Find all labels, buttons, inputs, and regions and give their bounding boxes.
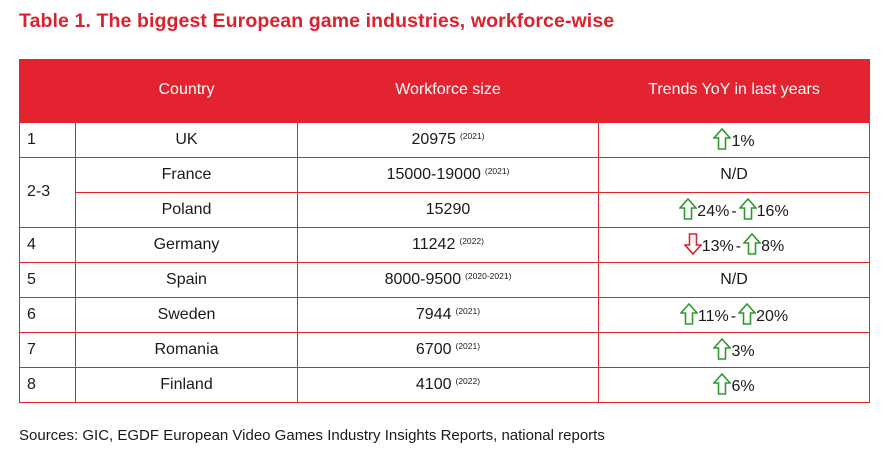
workforce-value: 20975 [411, 130, 456, 148]
rank-cell: 6 [19, 296, 76, 333]
table-row: 4 Germany 11242 (2022) 13% -8% [19, 226, 870, 263]
rank-cell: 2-3 [19, 156, 76, 228]
trend-text: N/D [720, 165, 748, 183]
country-cell: Germany [75, 226, 298, 263]
workforce-cell: 15000-19000 (2021) [297, 156, 599, 193]
trend-cell: N/D [598, 261, 870, 298]
table-row: 7 Romania 6700 (2021) 3% [19, 331, 870, 368]
trend-cell: 24% - 16% [598, 191, 870, 228]
workforce-cell: 15290 [297, 191, 599, 228]
table-row: 1 UK 20975 (2021) 1% [19, 121, 870, 158]
arrow-up-icon [743, 233, 762, 255]
trend-text: N/D [720, 270, 748, 288]
table-row: 2-3 France 15000-19000 (2021) N/D [19, 156, 870, 228]
trend-cell: 3% [598, 331, 870, 368]
header-trends: Trends YoY in last years [598, 59, 870, 122]
country-cell: France [75, 156, 298, 193]
workforce-year: (2022) [459, 235, 484, 246]
arrow-up-icon [679, 198, 698, 220]
trend-value: 24% [697, 203, 730, 220]
header-country: Country [75, 59, 298, 122]
workforce-year: (2020-2021) [465, 270, 512, 281]
rank-cell: 8 [19, 366, 76, 403]
table-row: Poland 15290 24% - 16% [20, 191, 870, 228]
arrow-up-icon [679, 303, 698, 325]
trend-separator: - [731, 203, 737, 220]
table-row: 8 Finland 4100 (2022) 6% [19, 366, 870, 403]
arrow-up-icon [713, 373, 732, 395]
workforce-year: (2021) [455, 340, 481, 351]
workforce-value: 4100 [415, 375, 452, 393]
workforce-year: (2021) [484, 165, 510, 176]
arrow-up-icon [713, 338, 732, 360]
workforce-year: (2021) [459, 130, 485, 141]
trend-value: 16% [756, 203, 789, 220]
table-title: Table 1. The biggest European game indus… [19, 10, 615, 32]
workforce-cell: 6700 (2021) [297, 331, 599, 368]
country-cell: Romania [75, 331, 298, 368]
trend-value: 20% [756, 308, 789, 325]
source-note: Sources: GIC, EGDF European Video Games … [19, 427, 605, 444]
workforce-year: (2021) [455, 305, 481, 316]
trend-value: 6% [731, 378, 755, 395]
rank-cell: 4 [19, 226, 76, 263]
workforce-value: 15290 [425, 200, 471, 218]
trend-value: 8% [761, 238, 785, 255]
arrow-down-icon [683, 233, 702, 255]
trend-cell: 13% - 8% [598, 226, 870, 263]
table-row: 5 Spain 8000-9500 (2020-2021) N/D [19, 261, 870, 298]
rank-cell: 7 [19, 331, 76, 368]
workforce-cell: 7944 (2021) [297, 296, 599, 333]
workforce-value: 8000-9500 [384, 270, 462, 288]
table-row: 6 Sweden 7944 (2021) 11% -20% [19, 296, 870, 333]
workforce-value: 11242 [412, 235, 456, 253]
workforce-year: (2022) [455, 375, 481, 386]
trend-value: 11% [697, 308, 729, 325]
workforce-cell: 11242 (2022) [297, 226, 599, 263]
arrow-up-icon [738, 198, 757, 220]
header-rank [19, 59, 76, 122]
workforce-table: Country Workforce size Trends YoY in las… [19, 59, 870, 403]
workforce-value: 7944 [415, 305, 452, 323]
rank-cell: 1 [19, 121, 76, 158]
arrow-up-icon [738, 303, 757, 325]
trend-separator: - [730, 308, 737, 325]
rank-cell: 5 [19, 261, 76, 298]
trend-cell: 1% [598, 121, 870, 158]
trend-value: 13% [701, 238, 734, 255]
workforce-cell: 4100 (2022) [297, 366, 599, 403]
workforce-value: 15000-19000 [386, 165, 481, 183]
country-cell: Poland [75, 191, 298, 228]
trend-value: 3% [731, 343, 755, 360]
arrow-up-icon [713, 128, 732, 150]
header-workforce: Workforce size [297, 59, 599, 122]
country-cell: Sweden [75, 296, 298, 333]
workforce-cell: 20975 (2021) [297, 121, 599, 158]
table-body: 1 UK 20975 (2021) 1% 2-3 France 15000-19000 (202… [19, 121, 870, 403]
trend-cell: 11% - 20% [598, 296, 870, 333]
country-cell: Spain [75, 261, 298, 298]
trend-cell: N/D [598, 156, 870, 193]
trend-separator: - [735, 238, 742, 255]
table-header-row: Country Workforce size Trends YoY in las… [19, 59, 870, 122]
trend-cell: 6% [598, 366, 870, 403]
workforce-cell: 8000-9500 (2020-2021) [297, 261, 599, 298]
workforce-value: 6700 [415, 340, 452, 358]
country-cell: Finland [75, 366, 298, 403]
country-cell: UK [75, 121, 298, 158]
trend-value: 1% [731, 133, 755, 150]
